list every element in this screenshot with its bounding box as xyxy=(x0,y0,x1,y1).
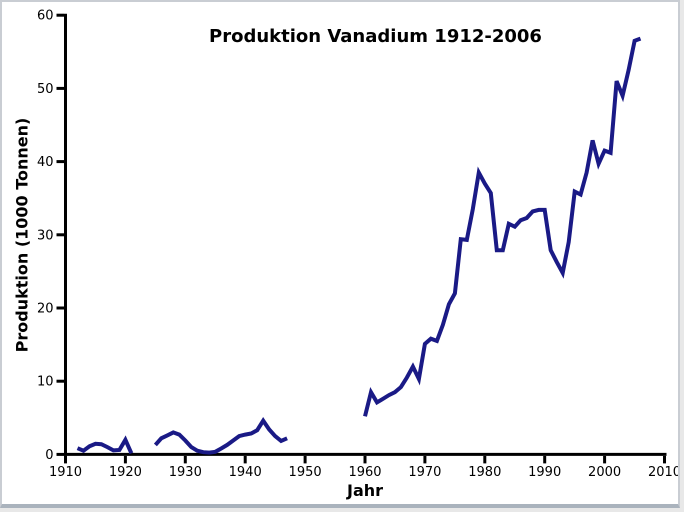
y-tick-label: 50 xyxy=(37,82,54,97)
y-tick-label: 20 xyxy=(37,302,54,317)
chart-title: Produktion Vanadium 1912-2006 xyxy=(209,26,542,47)
production-line-segment xyxy=(153,417,288,455)
y-tick-label: 30 xyxy=(37,228,54,243)
plot-area: 0 10 20 30 40 50 60 1910 1920 1930 1940 1950 1960 197… xyxy=(37,9,680,480)
x-axis-ticks: 1910 1920 1930 1940 1950 1960 1970 1980 1990 2000… xyxy=(49,455,680,480)
x-tick-label: 2010 xyxy=(648,465,680,480)
y-tick-label: 40 xyxy=(37,155,54,170)
x-tick-label: 1980 xyxy=(468,465,501,480)
production-line-segment xyxy=(76,435,134,455)
x-tick-label: 1910 xyxy=(49,465,82,480)
axes xyxy=(64,13,667,456)
x-axis-label: Jahr xyxy=(346,481,384,500)
y-tick-label: 60 xyxy=(37,9,54,24)
y-tick-label: 10 xyxy=(37,375,54,390)
x-tick-label: 1920 xyxy=(109,465,142,480)
x-tick-label: 1940 xyxy=(229,465,262,480)
x-tick-label: 1950 xyxy=(289,465,322,480)
y-tick-label: 0 xyxy=(45,448,53,463)
x-tick-label: 1970 xyxy=(408,465,441,480)
x-tick-label: 1990 xyxy=(528,465,561,480)
x-tick-label: 1930 xyxy=(169,465,202,480)
y-axis-ticks: 0 10 20 30 40 50 60 xyxy=(37,9,64,463)
production-line-segment xyxy=(363,36,642,417)
x-tick-label: 2000 xyxy=(588,465,621,480)
x-tick-label: 1960 xyxy=(348,465,381,480)
